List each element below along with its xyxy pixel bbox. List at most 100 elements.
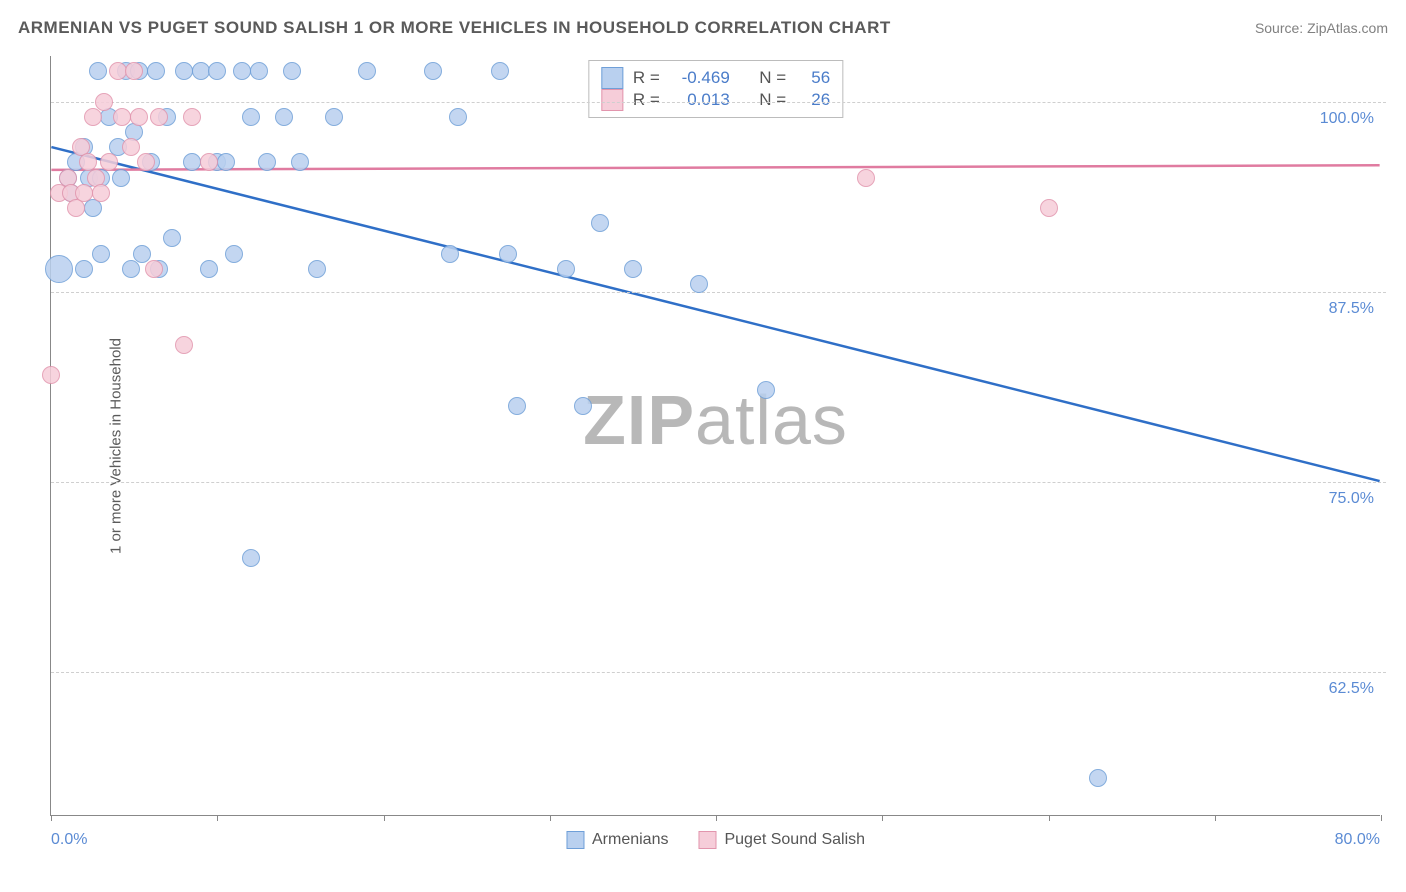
scatter-plot: ZIPatlas R =-0.469 N =56R =0.013 N =26 A… bbox=[50, 56, 1380, 816]
trend-line bbox=[51, 165, 1379, 170]
data-point bbox=[499, 245, 517, 263]
data-point bbox=[112, 169, 130, 187]
legend-stats-row: R = -0.469 N = 56 bbox=[601, 67, 830, 89]
data-point bbox=[208, 62, 226, 80]
legend-swatch bbox=[566, 831, 584, 849]
x-tick bbox=[1215, 815, 1216, 821]
data-point bbox=[92, 245, 110, 263]
data-point bbox=[624, 260, 642, 278]
data-point bbox=[100, 153, 118, 171]
y-tick-label: 75.0% bbox=[1329, 490, 1374, 508]
data-point bbox=[308, 260, 326, 278]
y-tick-label: 100.0% bbox=[1320, 110, 1374, 128]
trend-line bbox=[51, 147, 1379, 481]
data-point bbox=[491, 62, 509, 80]
data-point bbox=[137, 153, 155, 171]
legend-swatch bbox=[601, 89, 623, 111]
data-point bbox=[283, 62, 301, 80]
data-point bbox=[449, 108, 467, 126]
data-point bbox=[122, 138, 140, 156]
data-point bbox=[857, 169, 875, 187]
stat-n-label: N = bbox=[759, 68, 786, 88]
data-point bbox=[200, 260, 218, 278]
watermark: ZIPatlas bbox=[583, 380, 848, 460]
data-point bbox=[690, 275, 708, 293]
x-tick bbox=[550, 815, 551, 821]
data-point bbox=[358, 62, 376, 80]
data-point bbox=[42, 366, 60, 384]
data-point bbox=[133, 245, 151, 263]
source: Source: ZipAtlas.com bbox=[1255, 20, 1388, 36]
gridline-h bbox=[51, 672, 1386, 673]
x-tick bbox=[716, 815, 717, 821]
data-point bbox=[175, 62, 193, 80]
data-point bbox=[508, 397, 526, 415]
data-point bbox=[150, 108, 168, 126]
stat-r-label: R = bbox=[633, 90, 660, 110]
data-point bbox=[125, 62, 143, 80]
data-point bbox=[75, 184, 93, 202]
data-point bbox=[242, 549, 260, 567]
data-point bbox=[92, 184, 110, 202]
data-point bbox=[200, 153, 218, 171]
data-point bbox=[424, 62, 442, 80]
data-point bbox=[1089, 769, 1107, 787]
stat-n-value: 26 bbox=[796, 90, 830, 110]
data-point bbox=[225, 245, 243, 263]
x-tick bbox=[882, 815, 883, 821]
stat-n-value: 56 bbox=[796, 68, 830, 88]
bottom-legend-item: Armenians bbox=[566, 831, 668, 849]
legend-swatch bbox=[698, 831, 716, 849]
data-point bbox=[242, 108, 260, 126]
x-tick bbox=[1381, 815, 1382, 821]
data-point bbox=[145, 260, 163, 278]
data-point bbox=[130, 108, 148, 126]
data-point bbox=[183, 108, 201, 126]
data-point bbox=[233, 62, 251, 80]
title-row: ARMENIAN VS PUGET SOUND SALISH 1 OR MORE… bbox=[18, 18, 1388, 38]
data-point bbox=[113, 108, 131, 126]
stat-r-value: -0.469 bbox=[670, 68, 730, 88]
data-point bbox=[183, 153, 201, 171]
source-link[interactable]: ZipAtlas.com bbox=[1307, 20, 1388, 36]
x-tick bbox=[384, 815, 385, 821]
data-point bbox=[441, 245, 459, 263]
data-point bbox=[757, 381, 775, 399]
data-point bbox=[1040, 199, 1058, 217]
data-point bbox=[84, 108, 102, 126]
data-point bbox=[95, 93, 113, 111]
data-point bbox=[45, 255, 73, 283]
legend-stats-box: R = -0.469 N = 56 R = 0.013 N = 26 bbox=[588, 60, 843, 118]
y-tick-label: 87.5% bbox=[1329, 300, 1374, 318]
x-tick bbox=[217, 815, 218, 821]
legend-swatch bbox=[601, 67, 623, 89]
bottom-legend-item: Puget Sound Salish bbox=[698, 831, 865, 849]
x-axis-min-label: 0.0% bbox=[51, 831, 87, 849]
y-tick-label: 62.5% bbox=[1329, 680, 1374, 698]
data-point bbox=[217, 153, 235, 171]
bottom-legend: Armenians Puget Sound Salish bbox=[566, 831, 865, 849]
source-prefix: Source: bbox=[1255, 20, 1307, 36]
data-point bbox=[325, 108, 343, 126]
data-point bbox=[291, 153, 309, 171]
data-point bbox=[75, 260, 93, 278]
data-point bbox=[122, 260, 140, 278]
data-point bbox=[163, 229, 181, 247]
data-point bbox=[258, 153, 276, 171]
gridline-h bbox=[51, 292, 1386, 293]
stat-r-value: 0.013 bbox=[670, 90, 730, 110]
legend-stats-row: R = 0.013 N = 26 bbox=[601, 89, 830, 111]
data-point bbox=[89, 62, 107, 80]
gridline-h bbox=[51, 102, 1386, 103]
stat-n-label: N = bbox=[759, 90, 786, 110]
trend-lines bbox=[51, 56, 1380, 815]
legend-label: Puget Sound Salish bbox=[724, 831, 865, 849]
stat-r-label: R = bbox=[633, 68, 660, 88]
data-point bbox=[250, 62, 268, 80]
x-axis-max-label: 80.0% bbox=[1335, 831, 1380, 849]
legend-label: Armenians bbox=[592, 831, 668, 849]
data-point bbox=[109, 62, 127, 80]
data-point bbox=[574, 397, 592, 415]
data-point bbox=[192, 62, 210, 80]
data-point bbox=[275, 108, 293, 126]
